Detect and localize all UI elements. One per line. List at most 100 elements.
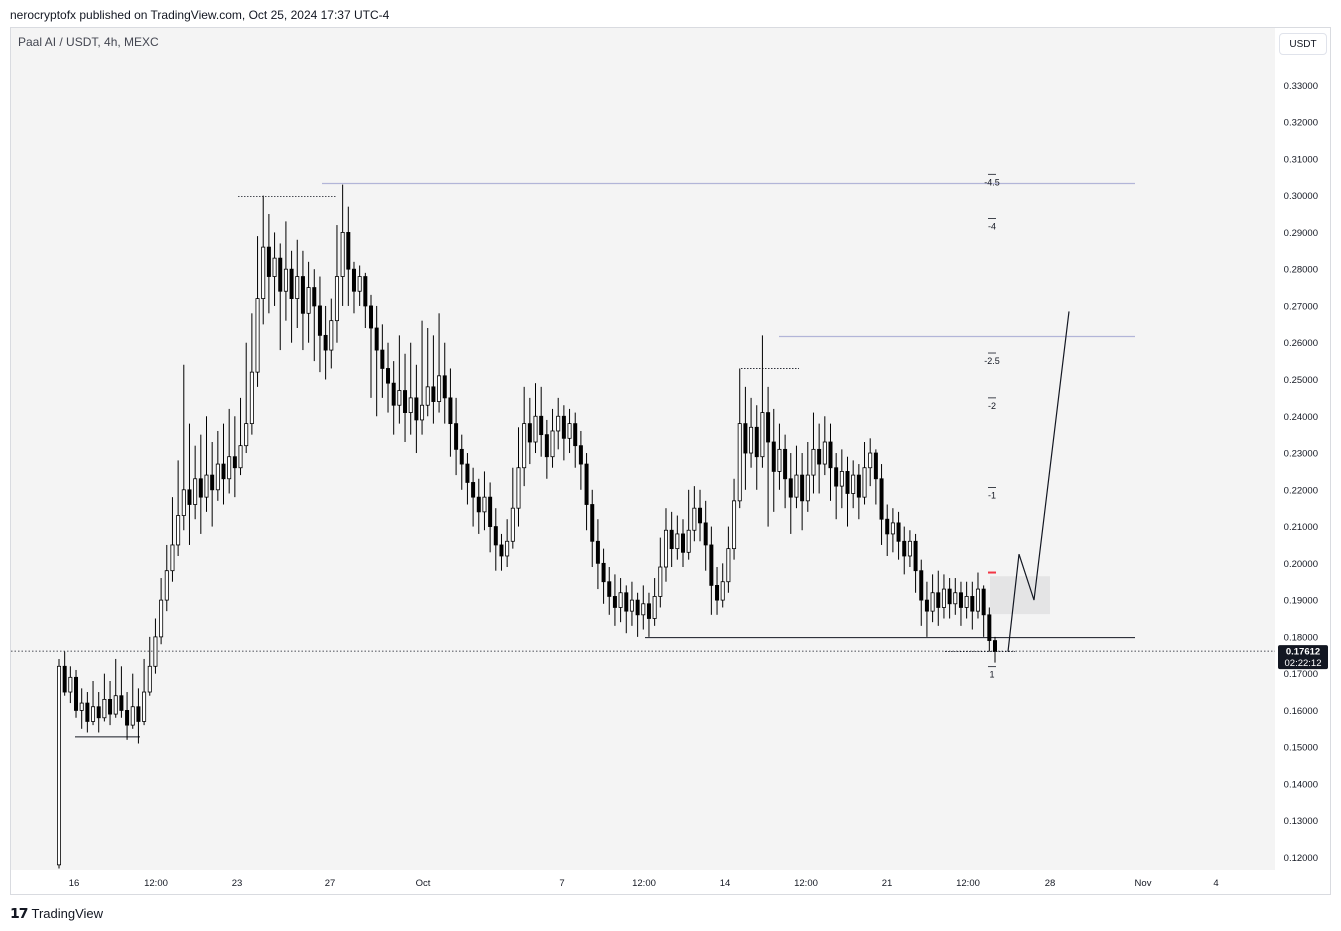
candle-body <box>771 441 776 472</box>
candle-body <box>493 526 498 546</box>
candle-body <box>204 474 209 498</box>
fib-label: -4.5 <box>984 177 1000 187</box>
candle-body <box>890 522 895 535</box>
candle-body <box>805 474 810 502</box>
candle-body <box>641 603 646 616</box>
x-tick-label: 27 <box>325 878 336 889</box>
currency-button[interactable]: USDT <box>1279 33 1327 55</box>
candle-body <box>567 423 572 439</box>
candle-body <box>612 596 617 608</box>
candle-body <box>652 596 657 619</box>
candle-body <box>663 529 668 568</box>
candle-body <box>981 588 986 616</box>
fib-label: 1 <box>989 670 994 680</box>
candle-body <box>726 548 731 583</box>
candle-body <box>403 390 408 413</box>
candle-body <box>629 599 634 612</box>
candle-body <box>675 533 680 550</box>
candle-body <box>822 441 827 465</box>
candle-body <box>811 448 816 476</box>
candle-body <box>74 676 79 711</box>
candle-body <box>578 445 583 465</box>
y-tick-label: 0.27000 <box>1284 301 1318 312</box>
candle-body <box>902 540 907 557</box>
candle-body <box>249 371 254 425</box>
candle-body <box>62 665 67 693</box>
candle-body <box>618 592 623 608</box>
candle-body <box>646 603 651 619</box>
price-tag-bg <box>1278 645 1328 670</box>
y-tick-label: 0.14000 <box>1284 779 1318 790</box>
candle-body <box>102 698 107 719</box>
candle-body <box>68 676 73 693</box>
candle-body <box>522 423 527 469</box>
candle-body <box>238 445 243 469</box>
candle-body <box>164 570 169 601</box>
candle-body <box>448 397 453 425</box>
candle-body <box>465 463 470 483</box>
y-tick-label: 0.20000 <box>1284 559 1318 570</box>
candle-body <box>96 706 101 719</box>
candle-body <box>970 596 975 612</box>
x-tick-label: 12:00 <box>632 878 656 889</box>
x-tick-label: Oct <box>416 878 431 889</box>
tradingview-brand[interactable]: 𝟭𝟳 TradingView <box>10 905 103 922</box>
candle-body <box>187 489 192 505</box>
target-zone <box>990 576 1050 615</box>
plot-area[interactable] <box>11 28 1275 870</box>
candle-body <box>329 320 334 351</box>
candle-body <box>873 452 878 480</box>
candle-body <box>130 706 135 726</box>
y-tick-label: 0.28000 <box>1284 265 1318 276</box>
candle-body <box>936 592 941 608</box>
candle-body <box>794 474 799 498</box>
projection-path <box>1007 311 1070 652</box>
candle-body <box>442 375 447 399</box>
candle-body <box>550 430 555 458</box>
candle-body <box>79 702 84 711</box>
price-tag-value: 0.17612 <box>1286 647 1320 658</box>
candle-body <box>181 489 186 516</box>
candle-body <box>919 570 924 601</box>
candle-body <box>374 327 379 351</box>
candle-body <box>153 636 158 667</box>
candle-body <box>783 448 788 480</box>
candle-body <box>425 386 430 406</box>
candle-body <box>363 276 368 307</box>
y-tick-label: 0.13000 <box>1284 816 1318 827</box>
candle-body <box>930 592 935 612</box>
candle-body <box>312 287 317 307</box>
candle-body <box>987 614 992 641</box>
candle-body <box>635 599 640 616</box>
candle-body <box>669 529 674 550</box>
y-tick-label: 0.31000 <box>1284 154 1318 165</box>
candle-body <box>749 426 754 454</box>
candle-body <box>476 496 481 513</box>
candle-body <box>777 448 782 472</box>
candle-body <box>845 471 850 494</box>
y-tick-label: 0.33000 <box>1284 81 1318 92</box>
candle-body <box>255 298 260 373</box>
candle-body <box>958 592 963 608</box>
candle-body <box>147 665 152 693</box>
y-tick-label: 0.16000 <box>1284 706 1318 717</box>
candle-body <box>391 382 396 406</box>
candle-body <box>346 232 351 270</box>
y-tick-label: 0.23000 <box>1284 449 1318 460</box>
candle-body <box>454 423 459 450</box>
candle-body <box>125 710 130 726</box>
candle-body <box>595 540 600 564</box>
candle-body <box>323 334 328 351</box>
candle-body <box>896 522 901 542</box>
candle-body <box>839 471 844 487</box>
candle-body <box>720 581 725 601</box>
x-tick-label: 12:00 <box>144 878 168 889</box>
candle-body <box>686 529 691 553</box>
candle-body <box>533 415 538 443</box>
candle-body <box>334 276 339 322</box>
candle-body <box>295 276 300 299</box>
candle-body <box>488 496 493 527</box>
candle-body <box>136 706 141 722</box>
y-tick-label: 0.25000 <box>1284 375 1318 386</box>
